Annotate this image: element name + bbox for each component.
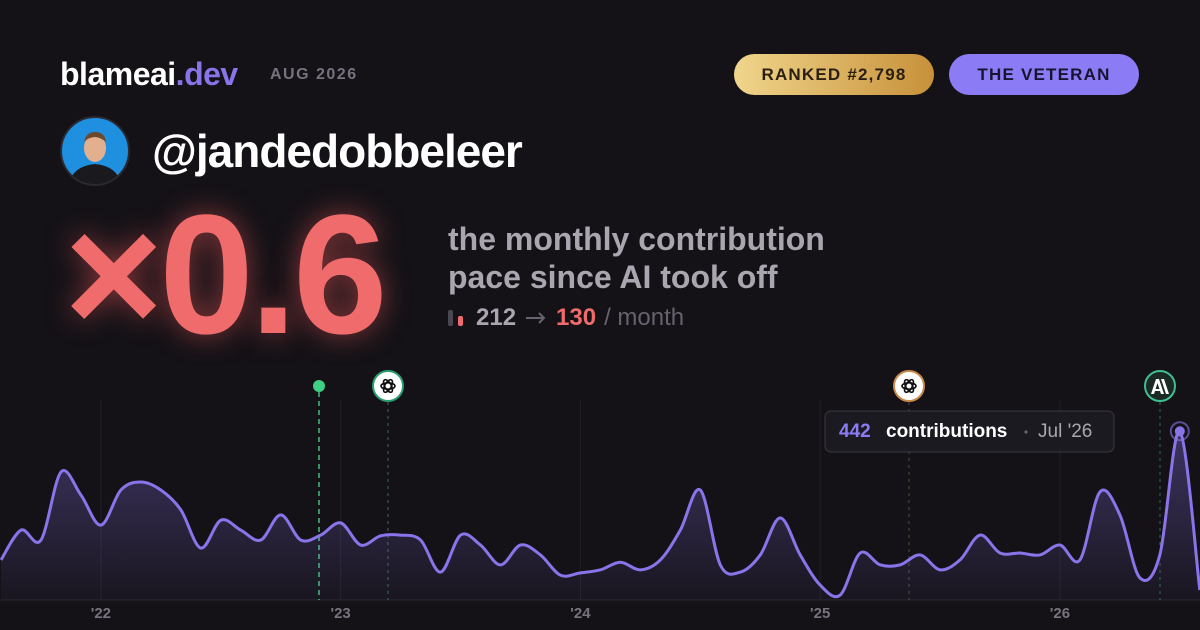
brand-suffix: .dev	[175, 56, 239, 92]
x-tick-label: '23	[331, 605, 351, 622]
pace-factor: ×0.6	[64, 180, 388, 370]
tooltip: 442 contributions Jul '26	[824, 410, 1115, 453]
tooltip-label: contributions	[886, 421, 1007, 442]
pace-before: 212	[476, 304, 517, 331]
brand: blameai.dev	[60, 56, 238, 93]
avatar	[60, 116, 130, 186]
description-line: the monthly contribution	[448, 221, 825, 257]
x-tick-label: '26	[1050, 605, 1070, 622]
highlight-ring	[1169, 421, 1190, 442]
line	[0, 429, 1200, 599]
username: @jandedobbeleer	[152, 125, 523, 177]
event-icon	[372, 370, 404, 402]
title-badge: THE VETERAN	[949, 54, 1139, 95]
date: AUG 2026	[270, 66, 358, 83]
pace-icon	[448, 310, 463, 326]
pace-after: 130	[556, 304, 597, 331]
description: the monthly contribution pace since AI t…	[448, 220, 825, 296]
event-dot	[313, 380, 325, 392]
rank-badge: RANKED #2,798	[734, 54, 934, 95]
event-icon	[893, 370, 925, 402]
tooltip-value: 442	[839, 421, 871, 442]
area	[1, 431, 1200, 600]
description-line: pace since AI took off	[448, 259, 778, 295]
brand-name: blameai	[60, 56, 176, 92]
x-tick-label: '24	[570, 605, 591, 622]
pace: 212 130 / month	[448, 304, 684, 332]
event-icon	[1144, 370, 1176, 402]
x-tick-label: '22	[91, 605, 111, 622]
arrow	[526, 312, 546, 324]
x-tick-label: '25	[810, 605, 830, 622]
highlight-point	[1174, 426, 1185, 437]
pace-unit: / month	[604, 304, 685, 331]
tooltip-date: Jul '26	[1038, 421, 1092, 442]
